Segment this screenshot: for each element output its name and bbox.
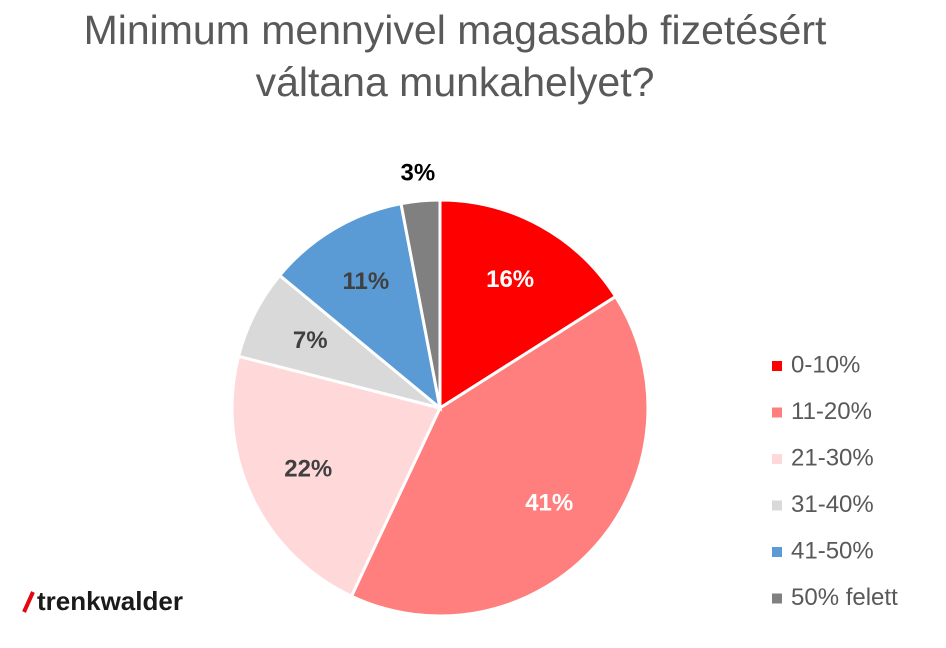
data-label: 41% [525,490,573,517]
data-label: 11% [343,268,390,295]
legend-swatch [772,361,782,371]
legend-label: 21-30% [791,444,874,471]
legend-swatch [772,593,782,604]
pie-slice [399,198,442,409]
pie-slice [277,201,443,412]
legend-swatch [772,547,782,557]
legend-swatch [772,407,782,418]
data-label: 22% [284,455,332,482]
legend-label: 31-40% [791,491,874,518]
logo: trenkwalder [37,586,183,616]
data-label: 16% [486,266,534,293]
data-label: 3% [401,159,436,186]
legend-label: 11-20% [791,398,872,425]
legend-label: 41-50% [791,537,874,564]
pie-slice [349,294,650,618]
legend-swatch [772,454,782,464]
pie-slice [230,354,443,599]
legend-label: 50% felett [791,584,898,611]
legend-swatch [772,500,782,511]
data-label: 7% [293,327,328,354]
chart-title: Minimum mennyivel magasabb fizetésért vá… [83,7,827,105]
logo-slash [22,591,35,613]
pie-slice [438,198,618,411]
legend-label: 0-10% [791,351,860,378]
